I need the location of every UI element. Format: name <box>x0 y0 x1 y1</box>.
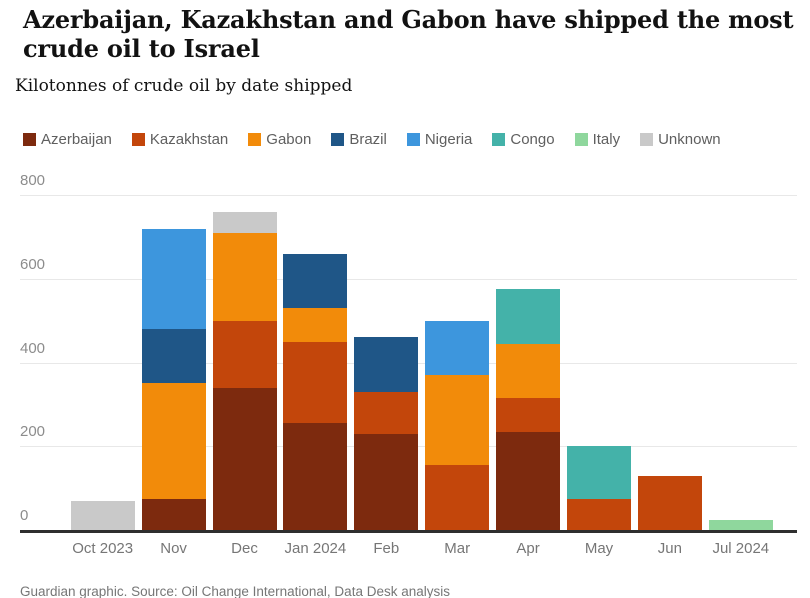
bar-segment-gabon-apr <box>496 343 561 399</box>
gridline-600 <box>20 278 797 280</box>
legend-item-azerbaijan: Azerbaijan <box>23 131 112 148</box>
nigeria-swatch-icon <box>406 133 420 146</box>
bar-segment-unknown-dec <box>212 211 277 233</box>
y-axis-tick-label-800: 800 <box>20 172 46 189</box>
x-axis-label-jun: Jun <box>657 540 682 557</box>
bar-segment-brazil-jan-2024 <box>283 253 348 309</box>
bar-segment-congo-may <box>567 446 631 499</box>
chart-subtitle: Kilotonnes of crude oil by date shipped <box>15 76 353 96</box>
bar-segment-azerbaijan-nov <box>141 498 206 530</box>
brazil-swatch-icon <box>331 133 345 146</box>
x-axis-line <box>20 530 797 533</box>
x-axis-label-jul-2024: Jul 2024 <box>712 540 770 557</box>
legend-label-congo: Congo <box>510 131 555 148</box>
bar-segment-azerbaijan-apr <box>496 431 561 530</box>
legend-item-nigeria: Nigeria <box>406 131 473 148</box>
legend-item-kazakhstan: Kazakhstan <box>131 131 229 148</box>
legend-item-italy: Italy <box>574 131 621 148</box>
x-axis-label-apr: Apr <box>516 540 540 557</box>
bar-segment-italy-jul-2024 <box>708 519 773 530</box>
chart-legend: Azerbaijan Kazakhstan Gabon Brazil Nigeria Co… <box>23 131 721 148</box>
bar-segment-kazakhstan-may <box>567 498 631 530</box>
gabon-swatch-icon <box>248 133 262 146</box>
bar-segment-azerbaijan-dec <box>212 387 277 530</box>
bar-segment-azerbaijan-jan-2024 <box>283 423 348 530</box>
legend-item-unknown: Unknown <box>640 131 721 148</box>
congo-swatch-icon <box>492 133 506 146</box>
legend-label-brazil: Brazil <box>349 131 387 148</box>
bar-segment-gabon-jan-2024 <box>283 308 348 342</box>
x-axis-label-dec: Dec <box>231 540 258 557</box>
legend-label-unknown: Unknown <box>658 131 721 148</box>
gridline-800 <box>20 195 797 196</box>
bar-segment-kazakhstan-jan-2024 <box>283 341 348 424</box>
bar-segment-kazakhstan-dec <box>212 320 277 388</box>
bar-segment-kazakhstan-mar <box>425 465 490 530</box>
bar-segment-kazakhstan-apr <box>496 398 561 432</box>
bar-segment-gabon-dec <box>212 232 277 321</box>
bar-segment-brazil-feb <box>354 337 419 392</box>
legend-label-gabon: Gabon <box>266 131 312 148</box>
x-axis-label-feb: Feb <box>373 540 400 557</box>
legend-item-brazil: Brazil <box>331 131 387 148</box>
bar-segment-nigeria-mar <box>425 320 490 376</box>
azerbaijan-swatch-icon <box>23 133 36 146</box>
legend-label-azerbaijan: Azerbaijan <box>41 131 112 148</box>
y-axis-tick-label-400: 400 <box>20 339 46 357</box>
legend-label-italy: Italy <box>592 131 621 148</box>
kazakhstan-swatch-icon <box>131 133 145 146</box>
bar-segment-unknown-oct-2023 <box>70 500 135 530</box>
y-axis-tick-label-0: 0 <box>20 507 29 524</box>
bar-segment-gabon-mar <box>425 375 490 466</box>
x-axis-label-nov: Nov <box>160 540 187 557</box>
bar-segment-kazakhstan-jun <box>637 475 702 530</box>
bar-segment-brazil-nov <box>141 329 206 384</box>
chart-plot-area: 0 200 400 600 800 Oct 2023 Nov Dec Jan 2024 Feb Ma… <box>20 165 797 565</box>
x-axis-label-may: May <box>584 540 614 557</box>
legend-label-nigeria: Nigeria <box>424 131 473 148</box>
legend-item-gabon: Gabon <box>248 131 311 148</box>
bar-segment-gabon-nov <box>141 383 206 499</box>
bar-segment-congo-apr <box>496 289 561 344</box>
y-axis-tick-label-200: 200 <box>20 423 46 441</box>
x-axis-label-mar: Mar <box>444 540 471 557</box>
x-axis-label-oct-2023: Oct 2023 <box>72 540 134 557</box>
bar-segment-azerbaijan-feb <box>354 433 419 530</box>
chart-title: Azerbaijan, Kazakhstan and Gabon have sh… <box>23 5 794 64</box>
bar-segment-nigeria-nov <box>141 228 206 329</box>
x-axis-label-jan-2024: Jan 2024 <box>284 540 347 557</box>
legend-item-congo: Congo <box>492 131 555 148</box>
legend-label-kazakhstan: Kazakhstan <box>149 131 229 148</box>
source-note: Guardian graphic. Source: Oil Change Int… <box>20 583 450 598</box>
y-axis-tick-label-600: 600 <box>20 255 46 273</box>
bar-segment-kazakhstan-feb <box>354 391 419 434</box>
unknown-swatch-icon <box>640 133 654 146</box>
italy-swatch-icon <box>574 133 588 146</box>
